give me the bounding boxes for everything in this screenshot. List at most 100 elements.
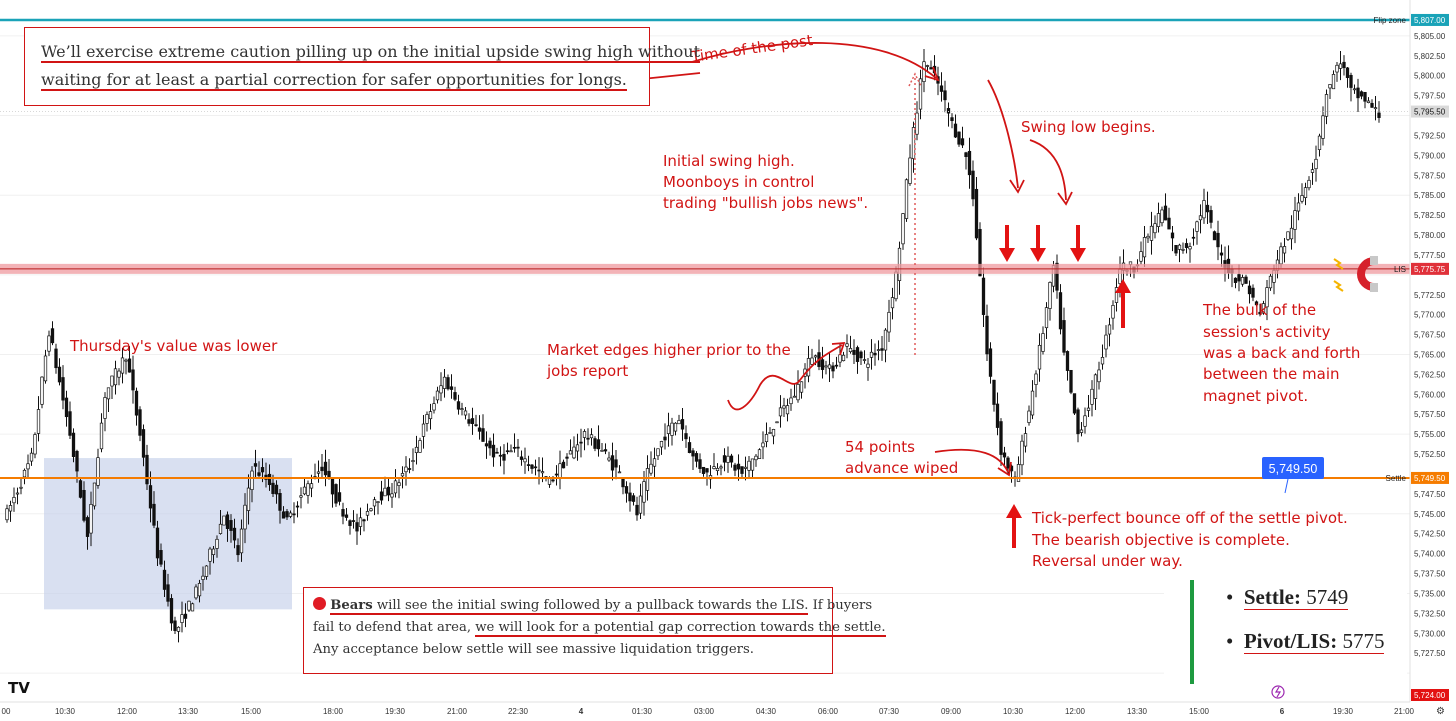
candle-body [1216,232,1220,248]
candle-body [173,620,177,631]
candle-body [225,514,230,529]
candle-body [775,421,779,424]
candle-body [957,131,961,145]
price-tick: 5,767.50 [1414,331,1446,340]
candle-body [260,467,265,473]
candle-body [1244,276,1248,284]
candle-body [239,528,244,554]
candle-body [806,358,811,377]
candle-body [337,492,342,502]
candle-body [1331,74,1336,90]
candle-body [64,397,69,418]
candle-body [404,466,408,473]
candle-body [1363,91,1367,102]
legend-bar [1190,580,1194,684]
candle-body [1307,179,1311,189]
candle-body [1282,246,1287,254]
candle-body [950,117,954,122]
candle-body [792,395,797,398]
candle-body [992,379,996,405]
candle-body [253,463,258,467]
time-tick: 01:30 [632,707,653,716]
candle-body [635,504,639,516]
time-tick: 6 [1280,707,1285,716]
candle-body [344,514,349,518]
candle-body [442,376,447,389]
candle-body [155,527,160,559]
candle-body [1181,248,1185,251]
candle-body [519,456,524,460]
flip-zone-tag-text: 5,807.00 [1414,16,1446,25]
candle-body [565,456,569,459]
price-tick: 5,730.00 [1414,629,1446,638]
candle-body [68,411,72,436]
candle-body [498,454,503,457]
candle-body [939,85,944,92]
candle-body [1184,243,1189,248]
candle-body [106,387,111,400]
legend-settle-value: 5749 [1301,585,1349,609]
top-note-box: We’ll exercise extreme caution pilling u… [24,27,701,106]
candle-body [1188,246,1192,250]
candle-body [449,386,454,390]
candle-body [848,348,853,353]
candle-body [820,359,825,370]
candle-body [974,188,979,239]
time-tick: 19:30 [385,707,406,716]
candle-body [211,548,216,555]
legend-bullet-2: • [1226,629,1234,653]
candle-body [1310,169,1315,173]
time-tick: 4 [579,707,584,716]
time-tick: 12:00 [1065,707,1086,716]
note-bulk-4: between the main [1203,365,1340,383]
arrowhead-advance-wiped [997,461,1012,477]
candle-body [659,441,664,448]
candle-body [1146,235,1150,239]
candle-body [726,455,730,463]
candle-body [540,471,545,474]
candle-body [208,548,212,562]
candle-body [1321,115,1325,139]
price-tick: 5,740.00 [1414,550,1446,559]
candle-body [617,471,622,474]
note-bulk-5: magnet pivot. [1203,387,1308,405]
candle-body [124,359,128,362]
candle-body [215,538,219,549]
candle-body [624,486,629,494]
time-tick: 04:30 [756,707,777,716]
candle-body [1177,244,1182,250]
candle-body [750,458,755,471]
candle-body [1097,369,1101,383]
candle-body [1163,205,1168,221]
time-tick: 13:30 [178,707,199,716]
candle-body [250,470,254,490]
candle-body [78,480,83,498]
candle-body [1247,285,1252,295]
arrowhead-time-of-post [924,66,940,82]
candle-body [1079,429,1084,433]
candle-body [831,365,835,372]
note-swing-high-2: Moonboys in control [663,173,814,191]
candle-body [29,452,34,462]
candle-body [568,450,573,455]
time-axis: 00 10:30 12:00 13:30 15:00 18:00 19:30 21:00 22:… [0,701,1456,721]
arrowhead-swing-low-2 [1057,191,1073,206]
candle-body [1170,232,1175,239]
candle-body [1090,388,1094,405]
settings-gear-icon: ⚙ [1436,706,1445,717]
candle-body [691,450,695,457]
last-price-tag-text: 5,795.50 [1414,108,1446,117]
candle-body [1104,334,1108,350]
candle-body [1345,67,1350,79]
candle-body [110,375,114,387]
top-note-line-1: We’ll exercise extreme caution pilling u… [41,42,701,63]
annotation-arrows [584,42,1073,477]
settle-tag [1411,471,1449,484]
candle-body [194,586,198,599]
candle-body [887,311,891,333]
candle-body [946,108,951,114]
candle-body [771,429,776,437]
candle-body [575,444,580,452]
candle-body [684,433,688,440]
candle-body [743,466,748,469]
